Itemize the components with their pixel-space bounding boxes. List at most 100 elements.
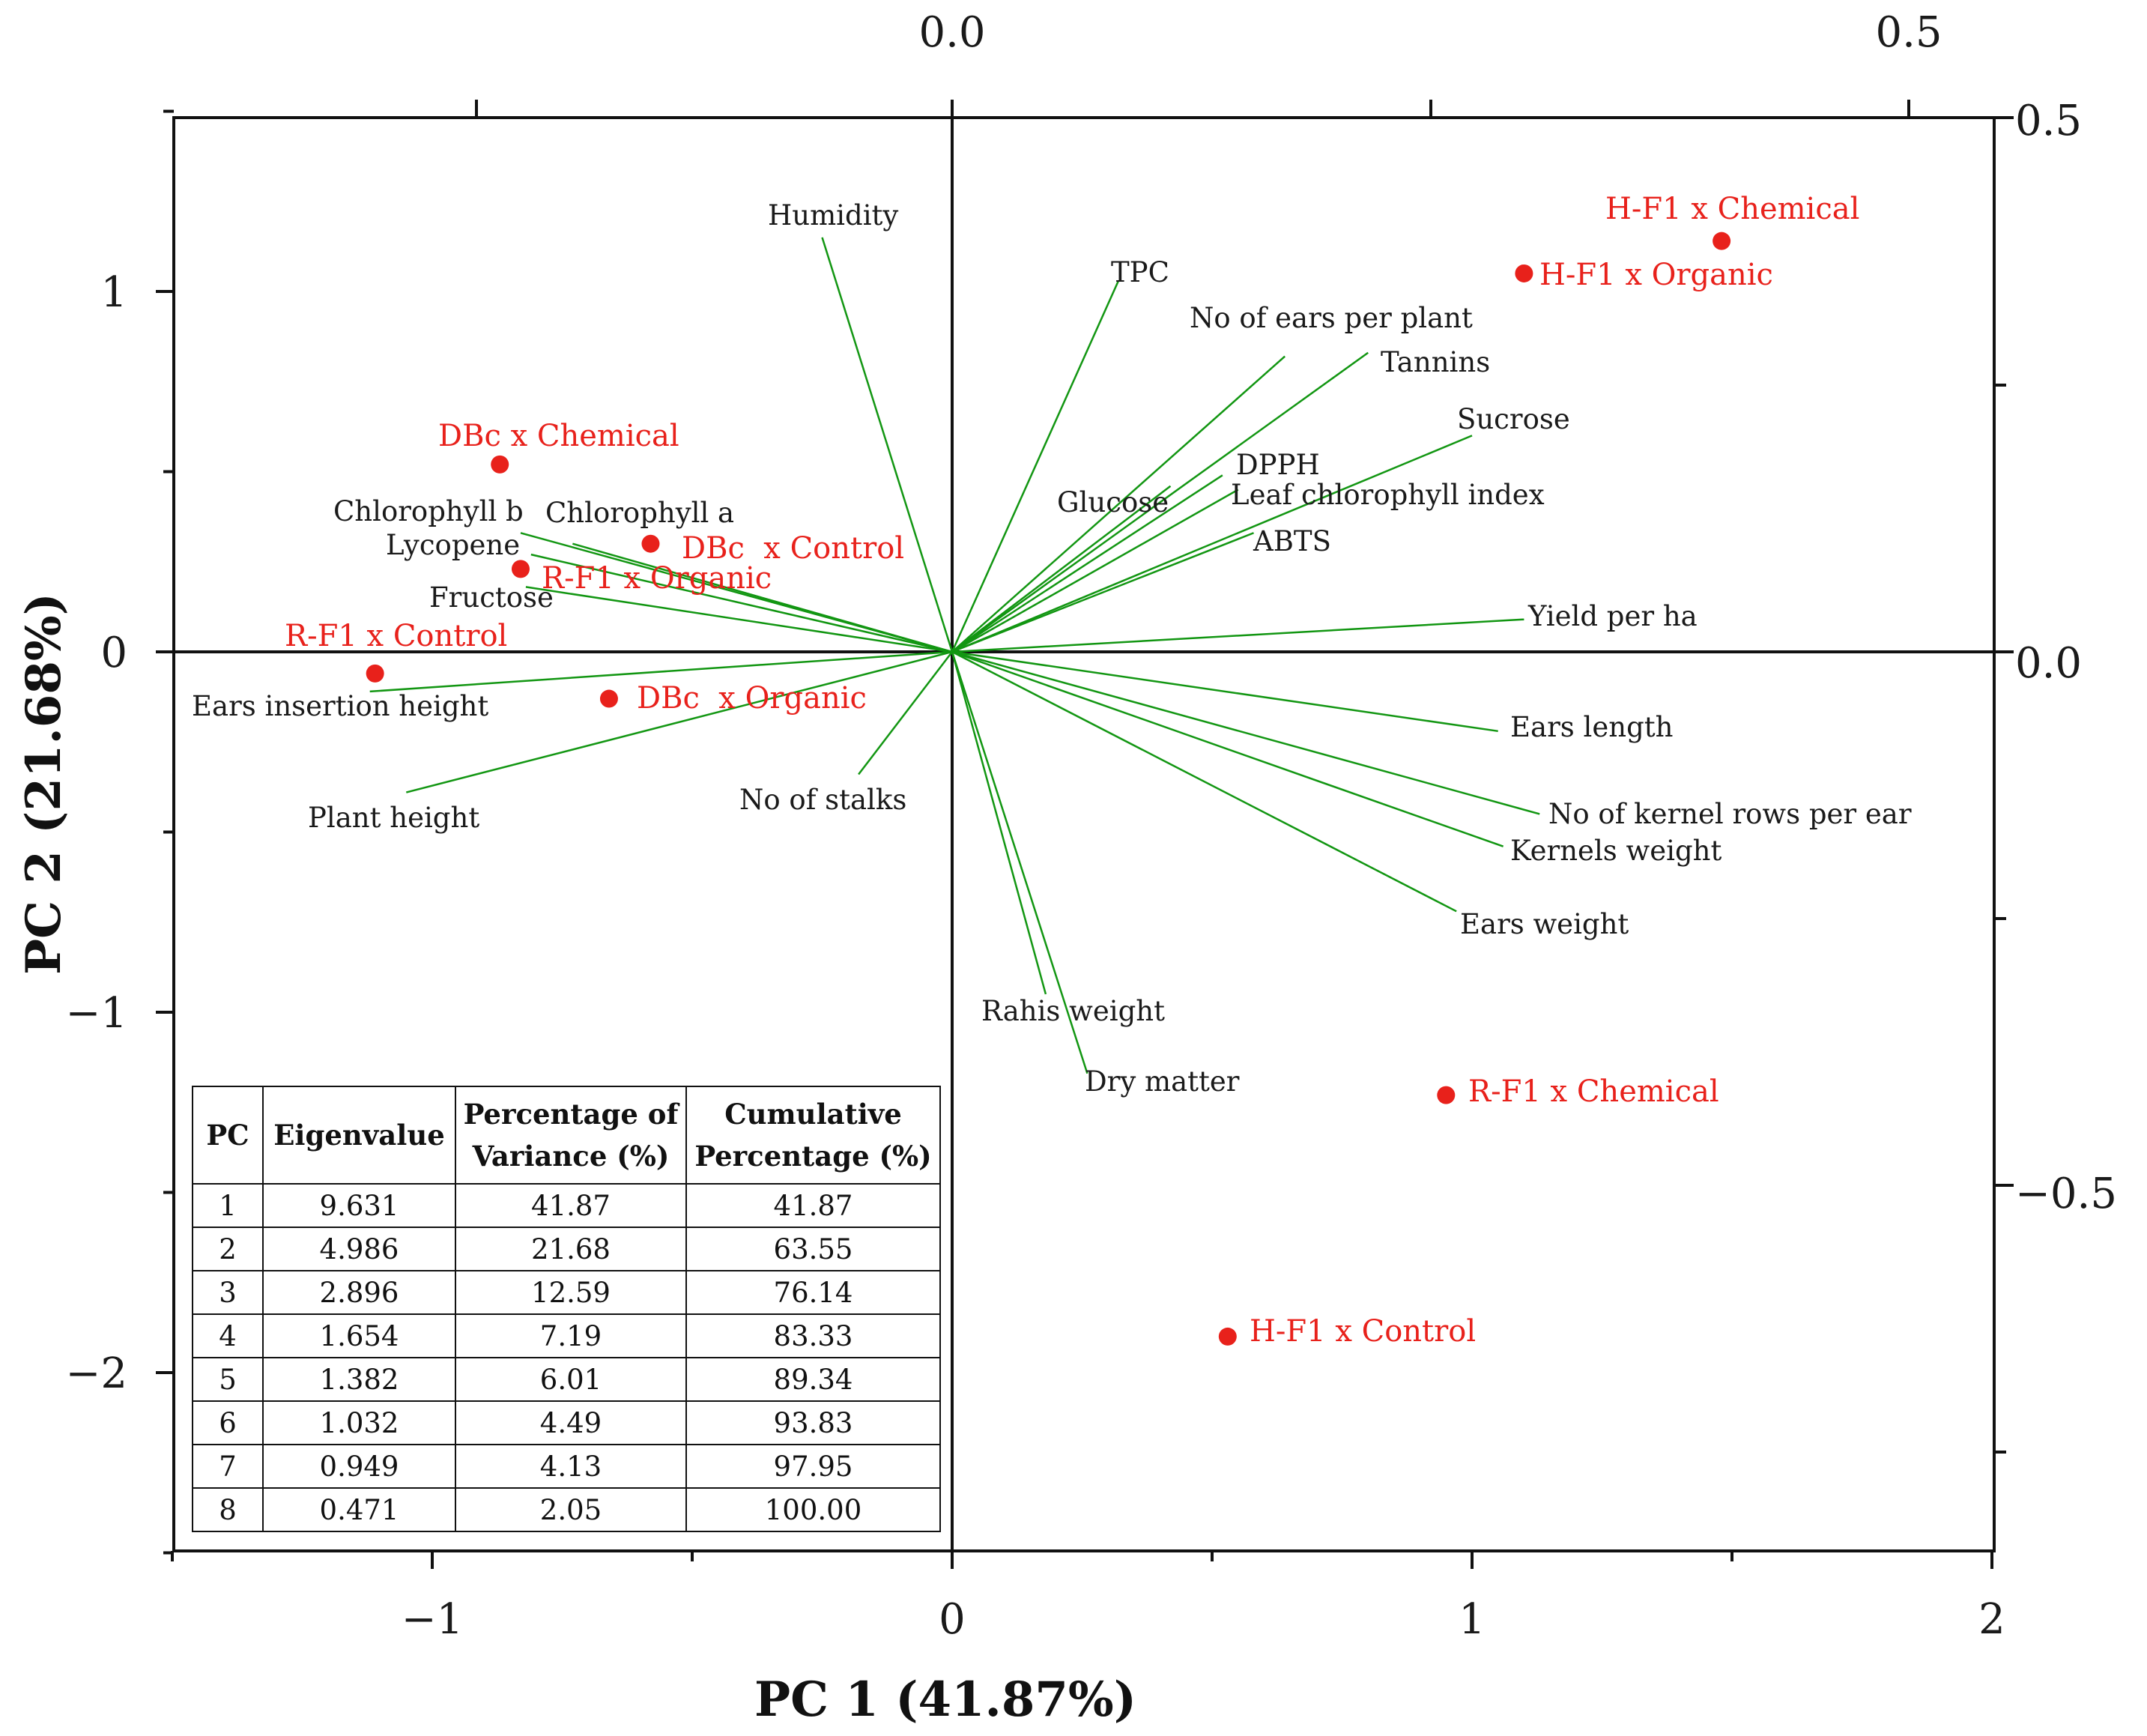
score-point-label: R-F1 x Control — [285, 619, 507, 653]
score-point — [366, 664, 384, 683]
loading-label: Chlorophyll a — [545, 497, 734, 529]
loading-vector — [951, 435, 1473, 653]
table-row: 3 2.896 12.59 76.14 — [192, 1270, 941, 1315]
loading-label: TPC — [1111, 256, 1169, 288]
table-row: 1 9.631 41.87 41.87 — [192, 1183, 941, 1228]
plot-frame — [172, 116, 1996, 1552]
loading-label: Lycopene — [386, 529, 520, 561]
eigenvalue-table: PC Eigenvalue Percentage of Variance (%)… — [192, 1086, 941, 1532]
score-point — [1515, 264, 1533, 282]
loading-label: Leaf chlorophyll index — [1231, 479, 1545, 511]
table-row: 5 1.382 6.01 89.34 — [192, 1357, 941, 1402]
loading-label: Dry matter — [1085, 1065, 1240, 1098]
loading-vector — [951, 485, 1172, 653]
table-cell: 100.00 — [685, 1487, 941, 1532]
loading-vector — [951, 532, 1254, 653]
loading-vector — [951, 355, 1286, 653]
table-header-eigenvalue: Eigenvalue — [262, 1086, 456, 1185]
table-cell: 2.896 — [262, 1270, 456, 1315]
loading-vector — [951, 351, 1369, 653]
table-cell: 4 — [192, 1313, 264, 1358]
loading-vector — [951, 650, 1457, 913]
table-cell: 76.14 — [685, 1270, 941, 1315]
table-cell: 7 — [192, 1444, 264, 1489]
loading-vector — [951, 618, 1524, 653]
table-row: 8 0.471 2.05 100.00 — [192, 1487, 941, 1532]
score-point-label: DBc x Chemical — [438, 419, 679, 453]
loading-label: Sucrose — [1457, 403, 1570, 435]
table-row: 6 1.032 4.49 93.83 — [192, 1400, 941, 1445]
loading-label: Rahis weight — [981, 995, 1165, 1027]
table-cell: 3 — [192, 1270, 264, 1315]
y-tick-label: −1 — [65, 989, 127, 1038]
score-point — [1218, 1327, 1237, 1346]
loading-vector — [572, 542, 953, 653]
table-cell: 97.95 — [685, 1444, 941, 1489]
loading-vector — [405, 650, 953, 793]
loading-vector — [525, 586, 953, 653]
table-cell: 1.382 — [262, 1357, 456, 1402]
x-tick-label: 0 — [939, 1595, 966, 1644]
table-header-cumulative: Cumulative Percentage (%) — [685, 1086, 941, 1185]
score-point — [599, 689, 618, 708]
table-cell: 2 — [192, 1227, 264, 1271]
x-tick-label: 2 — [1978, 1595, 2005, 1644]
score-point-label: H-F1 x Control — [1250, 1314, 1476, 1349]
loading-label: Plant height — [308, 802, 479, 834]
loading-vector — [951, 651, 1088, 1074]
plot-border — [172, 116, 1996, 1552]
right-tick-label: −0.5 — [2015, 1170, 2117, 1218]
loading-vector — [369, 650, 953, 693]
table-cell: 8 — [192, 1487, 264, 1532]
table-header-variance: Percentage of Variance (%) — [455, 1086, 687, 1185]
table-cell: 0.471 — [262, 1487, 456, 1532]
loading-vector — [530, 553, 953, 653]
score-point-label: DBc x Organic — [637, 681, 867, 716]
right-tick-label: 0.0 — [2015, 639, 2082, 688]
score-point — [511, 560, 530, 578]
loading-label: Ears insertion height — [192, 690, 488, 722]
score-point-label: R-F1 x Organic — [542, 561, 772, 596]
table-cell: 41.87 — [455, 1183, 687, 1228]
table-cell: 7.19 — [455, 1313, 687, 1358]
score-point-label: H-F1 x Organic — [1539, 258, 1773, 292]
x-axis-title: PC 1 (41.87%) — [754, 1672, 1136, 1728]
table-header-row: PC Eigenvalue Percentage of Variance (%)… — [192, 1086, 941, 1185]
loading-label: ABTS — [1253, 525, 1331, 557]
table-row: 2 4.986 21.68 63.55 — [192, 1227, 941, 1271]
loading-vector — [951, 280, 1120, 653]
table-cell: 1 — [192, 1183, 264, 1228]
loading-label: Glucose — [1057, 486, 1169, 518]
table-cell: 6.01 — [455, 1357, 687, 1402]
score-point — [641, 534, 660, 553]
x-tick-label: −1 — [402, 1595, 464, 1644]
loading-label: Ears weight — [1460, 908, 1629, 940]
loading-vector — [951, 650, 1498, 733]
loading-label: DPPH — [1236, 449, 1320, 481]
loading-label: No of stalks — [739, 784, 906, 816]
table-cell: 0.949 — [262, 1444, 456, 1489]
table-cell: 9.631 — [262, 1183, 456, 1228]
table-cell: 12.59 — [455, 1270, 687, 1315]
loading-vector — [821, 237, 954, 653]
right-tick-label: 0.5 — [2015, 97, 2082, 145]
table-cell: 21.68 — [455, 1227, 687, 1271]
table-cell: 6 — [192, 1400, 264, 1445]
top-tick-label: 0.0 — [918, 8, 985, 57]
loading-label: Tannins — [1381, 346, 1490, 378]
score-points: H-F1 x Chemical H-F1 x Organic DBc x Chemi… — [285, 192, 1859, 1349]
loading-label: Humidity — [768, 199, 898, 232]
table-cell: 4.13 — [455, 1444, 687, 1489]
loading-label: No of ears per plant — [1190, 302, 1473, 334]
table-cell: 93.83 — [685, 1400, 941, 1445]
loading-label: No of kernel rows per ear — [1548, 798, 1912, 830]
score-point-label: H-F1 x Chemical — [1605, 192, 1859, 226]
table-cell: 63.55 — [685, 1227, 941, 1271]
table-cell: 83.33 — [685, 1313, 941, 1358]
table-row: 7 0.949 4.13 97.95 — [192, 1444, 941, 1489]
table-header-pc: PC — [192, 1086, 264, 1185]
loading-label: Fructose — [429, 581, 554, 614]
score-point-label: R-F1 x Chemical — [1468, 1074, 1719, 1109]
axis-ticks: −1 0 1 210−1−20.0 0.50.50.0−0.5 — [65, 8, 2117, 1644]
